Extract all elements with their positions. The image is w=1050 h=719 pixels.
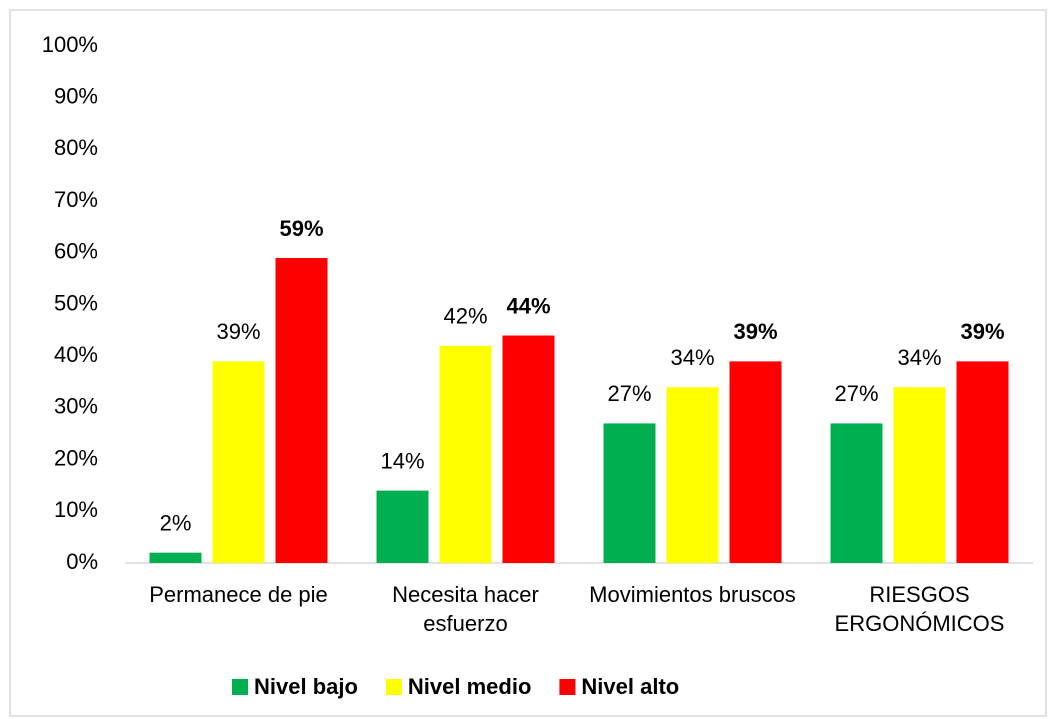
x-tick-label: Necesita hacer esfuerzo [392,582,539,636]
data-label: 34% [897,345,941,370]
y-tick-label: 10% [54,497,98,522]
y-tick-label: 20% [54,445,98,470]
legend-swatch [232,679,248,695]
bar [729,361,782,563]
y-tick-label: 60% [54,239,98,264]
data-label: 2% [160,510,192,535]
y-tick-label: 80% [54,135,98,160]
bar [956,361,1009,563]
legend-swatch [559,679,576,695]
y-tick-label: 100% [42,32,98,57]
legend-label: Nivel bajo [254,674,358,699]
x-tick-label: Movimientos bruscos [589,582,796,607]
data-label: 27% [834,381,878,406]
data-label: 39% [216,319,260,344]
y-tick-label: 50% [54,290,98,315]
bar [149,552,202,563]
y-tick-label: 90% [54,84,98,109]
bar [376,490,429,563]
bar [212,361,265,563]
data-label: 59% [279,216,323,241]
bar [666,387,719,563]
data-label: 27% [607,381,651,406]
bar [275,257,328,563]
data-label: 39% [733,319,777,344]
data-label: 14% [380,448,424,473]
legend-label: Nivel medio [408,674,531,699]
bar [603,423,656,563]
data-label: 44% [506,293,550,318]
chart-frame [9,9,1047,717]
legend-swatch [385,679,402,695]
x-tick-label: RIESGOS ERGONÓMICOS [834,582,1005,636]
data-label: 34% [670,345,714,370]
y-tick-label: 70% [54,187,98,212]
bar [893,387,946,563]
y-tick-label: 0% [66,549,98,574]
legend-label: Nivel alto [581,674,679,699]
x-tick-label: Permanece de pie [149,582,328,607]
bar [830,423,883,563]
y-tick-label: 30% [54,394,98,419]
data-label: 39% [960,319,1004,344]
bar [439,345,492,563]
bar [502,335,555,563]
y-tick-label: 40% [54,342,98,367]
data-label: 42% [443,304,487,329]
